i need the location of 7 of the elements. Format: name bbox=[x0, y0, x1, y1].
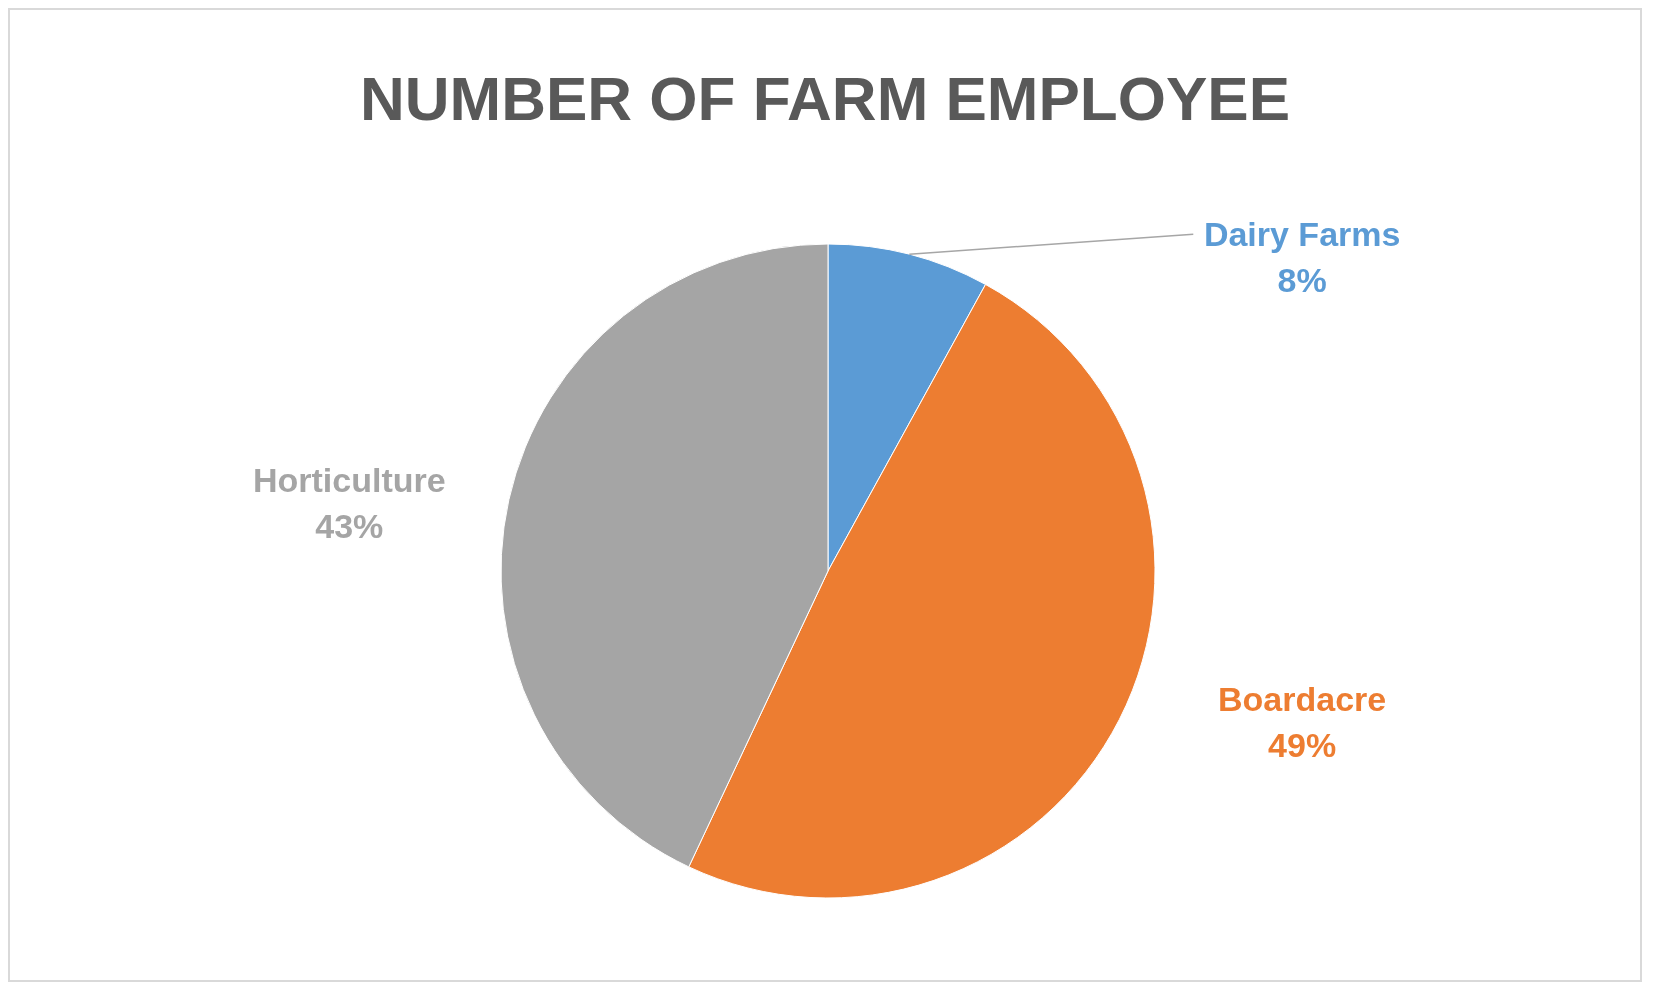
slice-label: Horticulture bbox=[252, 460, 446, 499]
slice-label: Dairy Farms bbox=[1203, 215, 1401, 254]
chart-title: NUMBER OF FARM EMPLOYEE bbox=[359, 64, 1291, 133]
data-label: 49% bbox=[1268, 726, 1337, 765]
data-label: 8% bbox=[1277, 261, 1327, 300]
data-label: 43% bbox=[315, 506, 384, 545]
slice-label: Boardacre bbox=[1218, 680, 1387, 719]
